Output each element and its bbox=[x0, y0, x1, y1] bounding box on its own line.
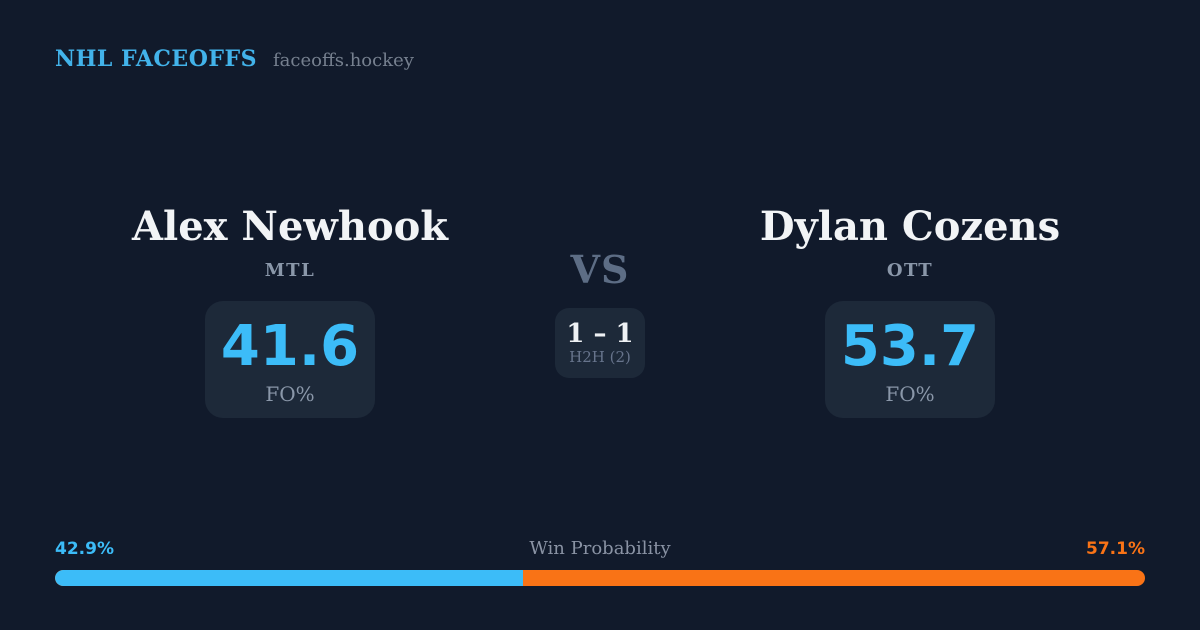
win-probability-section: 42.9% Win Probability 57.1% bbox=[55, 538, 1145, 586]
player-left-column: Alex Newhook MTL 41.6 FO% bbox=[105, 202, 475, 418]
h2h-score: 1 – 1 bbox=[566, 319, 634, 349]
player-right-name: Dylan Cozens bbox=[759, 203, 1061, 250]
versus-label: VS bbox=[570, 247, 630, 292]
player-left-stat-box: 41.6 FO% bbox=[205, 301, 375, 418]
win-probability-left-pct: 42.9% bbox=[55, 539, 114, 559]
win-probability-bar-left-segment bbox=[55, 570, 523, 586]
player-right-stat-box: 53.7 FO% bbox=[825, 301, 995, 418]
header: NHL FACEOFFS faceoffs.hockey bbox=[55, 46, 414, 72]
site-url: faceoffs.hockey bbox=[273, 50, 414, 71]
player-right-stat-label: FO% bbox=[885, 382, 935, 406]
player-right-team: OTT bbox=[886, 260, 934, 281]
win-probability-bar bbox=[55, 570, 1145, 586]
win-probability-labels: 42.9% Win Probability 57.1% bbox=[55, 538, 1145, 559]
player-left-fo-pct: 41.6 bbox=[220, 314, 360, 379]
player-left-stat-label: FO% bbox=[265, 382, 315, 406]
win-probability-right-pct: 57.1% bbox=[1086, 539, 1145, 559]
win-probability-title: Win Probability bbox=[529, 538, 671, 559]
player-left-team: MTL bbox=[264, 260, 316, 281]
h2h-box: 1 – 1 H2H (2) bbox=[555, 308, 645, 378]
player-right-fo-pct: 53.7 bbox=[840, 314, 980, 379]
player-right-column: Dylan Cozens OTT 53.7 FO% bbox=[725, 202, 1095, 418]
brand-title: NHL FACEOFFS bbox=[55, 46, 257, 72]
h2h-label: H2H (2) bbox=[569, 348, 631, 366]
player-left-name: Alex Newhook bbox=[131, 203, 449, 250]
versus-column: VS 1 – 1 H2H (2) bbox=[520, 248, 680, 378]
